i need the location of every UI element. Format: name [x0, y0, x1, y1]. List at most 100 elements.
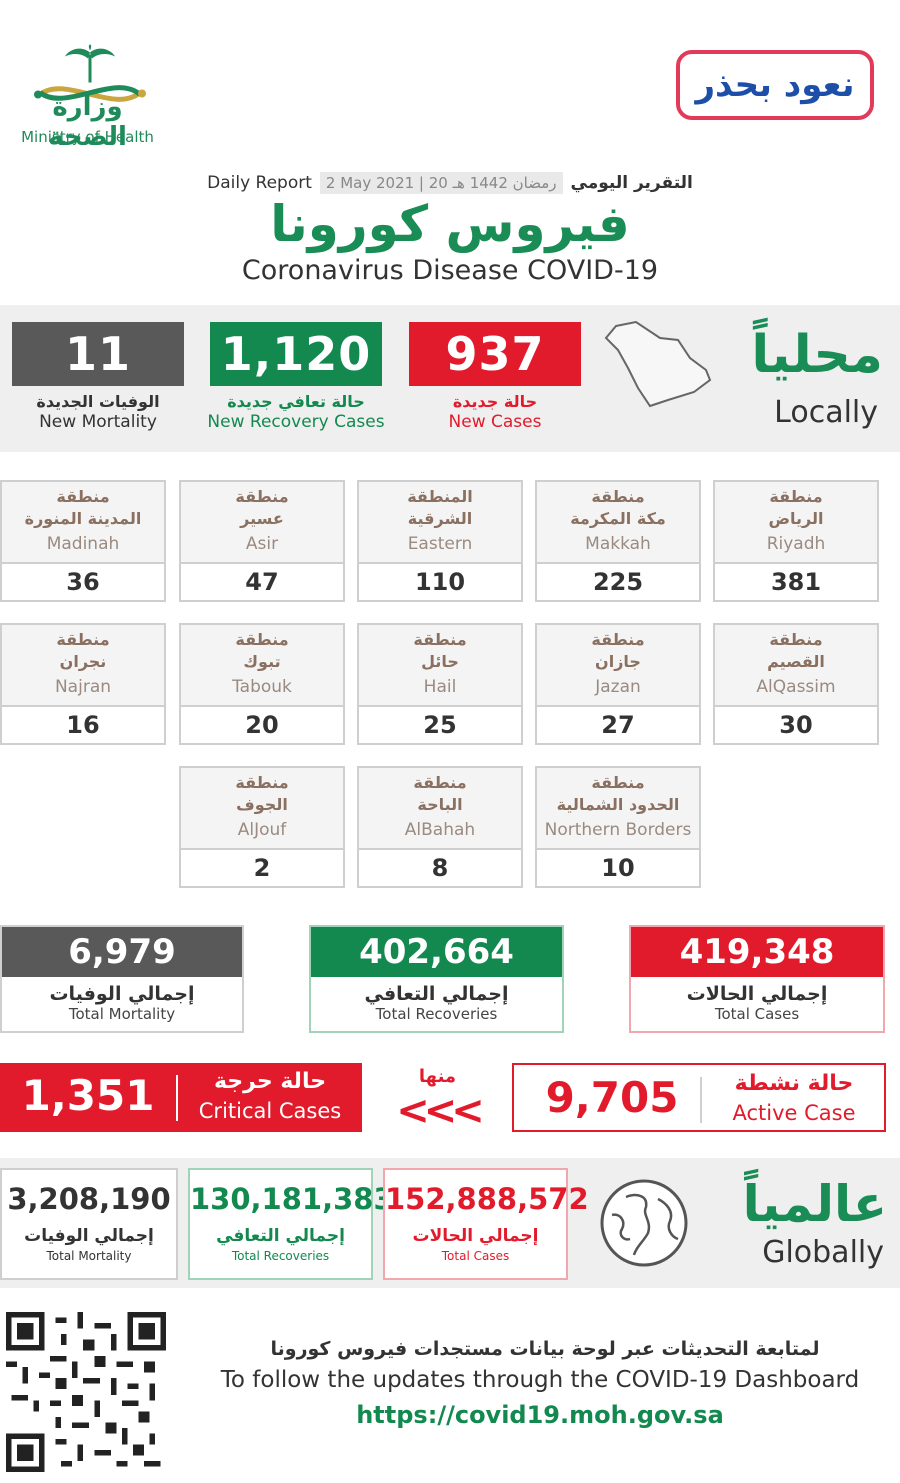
new-recovery-label-en: New Recovery Cases — [207, 412, 385, 432]
qr-code-icon[interactable] — [6, 1312, 166, 1472]
region-word: منطقة — [769, 630, 823, 649]
ministry-name-en: Ministry of Health — [21, 128, 154, 146]
global-cases-label-en: Total Cases — [441, 1249, 510, 1263]
ministry-name-ar: وزارة الصحة — [48, 92, 127, 152]
total-mortality-card: 6,979 إجمالي الوفيات Total Mortality — [0, 925, 244, 1033]
slogan-badge: نعود بحذر — [676, 50, 874, 120]
region-name-en: Riyadh — [766, 534, 826, 554]
locally-label-ar: محلياً — [751, 325, 883, 385]
region-name-en: Makkah — [585, 534, 651, 554]
region-card-alqassim: منطقة القصيم AlQassim 30 — [713, 623, 879, 745]
report-date: 2 May 2021 | 20 رمضان 1442 هـ — [319, 172, 563, 194]
region-name-ar: الحدود الشمالية — [556, 795, 680, 814]
region-value: 381 — [770, 568, 822, 596]
critical-cases-value: 1,351 — [21, 1071, 155, 1120]
region-word: منطقة — [413, 773, 467, 792]
moh-logo-icon — [34, 44, 146, 102]
region-value: 110 — [414, 568, 466, 596]
region-name-ar: الشرقية — [407, 509, 473, 528]
divider — [700, 1077, 702, 1123]
region-word: منطقة — [413, 630, 467, 649]
region-name-ar: تبوك — [243, 652, 281, 671]
global-cases-card: 152,888,572 إجمالي الحالات Total Cases — [383, 1168, 589, 1280]
region-name-ar: القصيم — [767, 652, 825, 671]
footer-text-ar: لمتابعة التحديثات عبر لوحة بيانات مستجدا… — [270, 1338, 820, 1360]
global-mortality-value: 3,208,190 — [7, 1182, 171, 1216]
footer-text-en: To follow the updates through the COVID-… — [220, 1367, 860, 1393]
region-name-en: AlQassim — [756, 677, 836, 697]
region-card-tabouk: منطقة تبوك Tabouk 20 — [179, 623, 345, 745]
region-name-ar: مكة المكرمة — [570, 509, 666, 528]
globe-icon — [600, 1179, 688, 1267]
region-card-najran: منطقة نجران Najran 16 — [0, 623, 166, 745]
region-card-eastern: المنطقة الشرقية Eastern 110 — [357, 480, 523, 602]
region-name-ar: حائل — [421, 652, 459, 671]
active-cases-value: 9,705 — [545, 1073, 679, 1122]
critical-cases-label-ar: حالة حرجة — [213, 1069, 327, 1094]
total-mortality-label-ar: إجمالي الوفيات — [49, 983, 195, 1005]
region-name-ar: الباحة — [417, 795, 463, 814]
saudi-map-icon — [604, 320, 712, 408]
daily-report-ar: التقرير اليومي — [570, 173, 693, 193]
region-value: 225 — [592, 568, 644, 596]
total-mortality-label-en: Total Mortality — [68, 1005, 176, 1023]
new-cases-value: 937 — [409, 322, 581, 386]
critical-cases-card: 1,351 حالة حرجة Critical Cases — [0, 1063, 362, 1132]
region-name-en: AlJouf — [237, 820, 287, 840]
region-word: منطقة — [591, 630, 645, 649]
global-recoveries-value: 130,181,383 — [190, 1182, 394, 1216]
new-mortality-label-ar: الوفيات الجديدة — [36, 392, 160, 411]
region-word: منطقة — [235, 773, 289, 792]
region-name-ar: الرياض — [768, 509, 824, 528]
global-cases-value: 152,888,572 — [385, 1182, 589, 1216]
region-name-ar: جازان — [595, 652, 641, 671]
region-name-en: Asir — [245, 534, 279, 554]
region-value: 10 — [601, 854, 635, 882]
region-card-makkah: منطقة مكة المكرمة Makkah 225 — [535, 480, 701, 602]
chevrons-left-icon: <<< — [396, 1088, 485, 1134]
region-value: 30 — [779, 711, 813, 739]
region-name-en: Eastern — [407, 534, 473, 554]
region-name-en: Northern Borders — [544, 820, 692, 840]
total-recoveries-label-ar: إجمالي التعافي — [364, 983, 509, 1005]
globally-label-en: Globally — [762, 1235, 884, 1270]
region-name-en: AlBahah — [404, 820, 476, 840]
region-card-riyadh: منطقة الرياض Riyadh 381 — [713, 480, 879, 602]
region-word: منطقة — [591, 487, 645, 506]
region-value: 20 — [245, 711, 279, 739]
region-card-aljouf: منطقة الجوف AlJouf 2 — [179, 766, 345, 888]
total-cases-label-en: Total Cases — [714, 1005, 800, 1023]
region-word: المنطقة — [407, 487, 473, 506]
new-recovery-label-ar: حالة تعافي جديدة — [227, 392, 365, 411]
region-word: منطقة — [56, 630, 110, 649]
new-mortality-value: 11 — [12, 322, 184, 386]
active-cases-label-en: Active Case — [732, 1101, 856, 1125]
region-name-ar: نجران — [59, 652, 107, 671]
region-card-albahah: منطقة الباحة AlBahah 8 — [357, 766, 523, 888]
total-recoveries-label-en: Total Recoveries — [375, 1005, 498, 1023]
dashboard-link[interactable]: https://covid19.moh.gov.sa — [356, 1401, 724, 1429]
region-value: 25 — [423, 711, 457, 739]
global-recoveries-label-ar: إجمالي التعافي — [216, 1226, 345, 1246]
region-word: منطقة — [56, 487, 110, 506]
region-name-ar: الجوف — [236, 795, 288, 814]
active-cases-label-ar: حالة نشطة — [734, 1071, 854, 1096]
critical-cases-label-en: Critical Cases — [198, 1099, 342, 1123]
global-mortality-card: 3,208,190 إجمالي الوفيات Total Mortality — [0, 1168, 178, 1280]
global-recoveries-label-en: Total Recoveries — [231, 1249, 330, 1263]
region-name-en: Tabouk — [232, 677, 292, 697]
global-mortality-label-ar: إجمالي الوفيات — [24, 1226, 154, 1246]
region-name-en: Hail — [423, 677, 457, 697]
globally-label-ar: عالمياً — [742, 1175, 887, 1233]
region-word: منطقة — [769, 487, 823, 506]
region-card-madinah: منطقة المدينة المنورة Madinah 36 — [0, 480, 166, 602]
region-name-ar: عسير — [240, 509, 284, 528]
region-name-en: Jazan — [595, 677, 641, 697]
region-value: 2 — [253, 854, 271, 882]
region-value: 47 — [245, 568, 279, 596]
total-recoveries-card: 402,664 إجمالي التعافي Total Recoveries — [309, 925, 564, 1033]
region-value: 36 — [66, 568, 100, 596]
total-cases-card: 419,348 إجمالي الحالات Total Cases — [629, 925, 885, 1033]
region-word: منطقة — [235, 630, 289, 649]
region-value: 8 — [431, 854, 449, 882]
